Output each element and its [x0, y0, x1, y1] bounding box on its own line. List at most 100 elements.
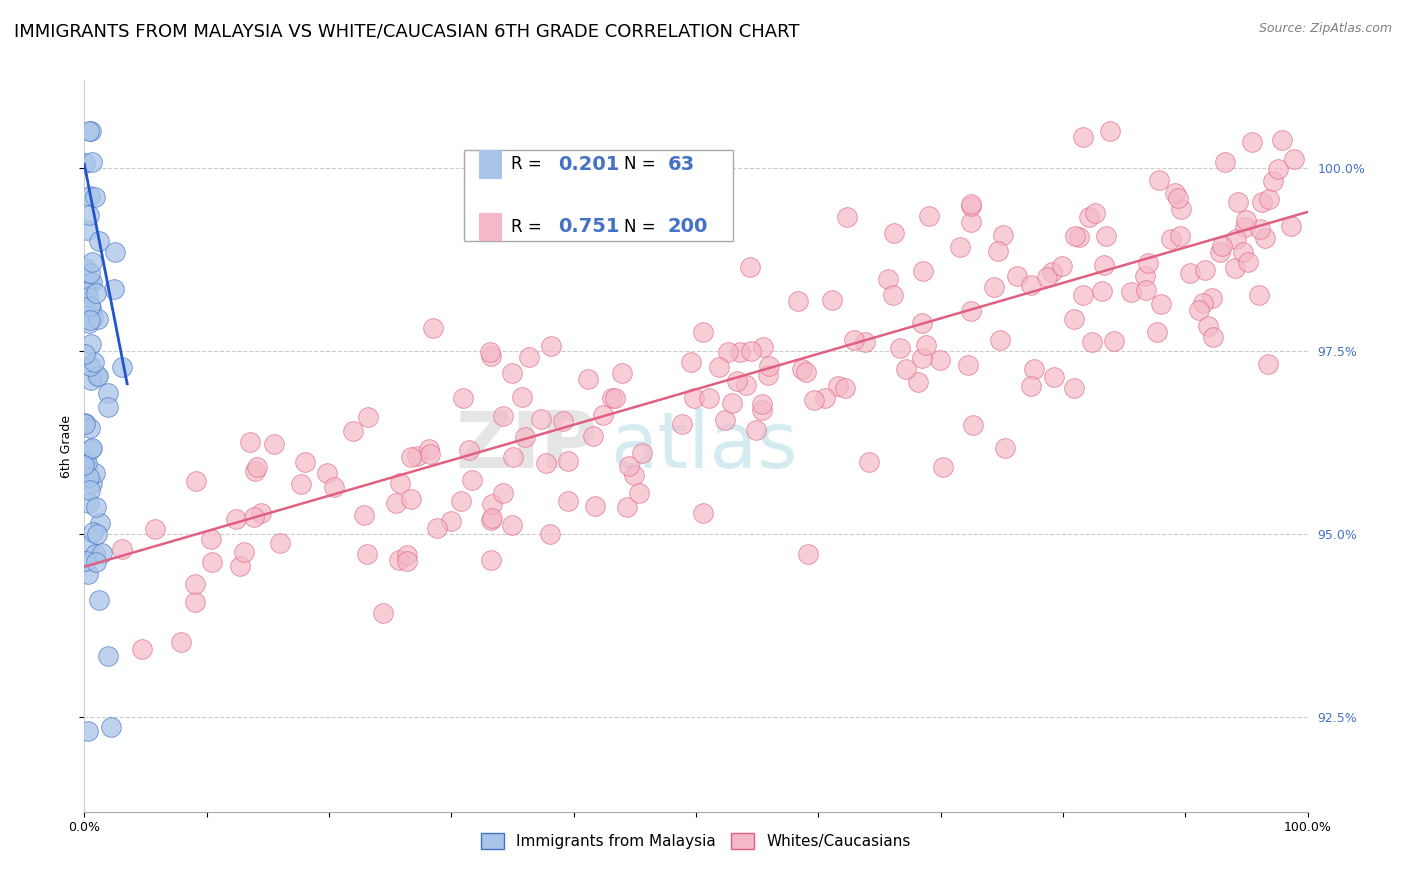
Text: 0.201: 0.201 — [558, 155, 619, 174]
Point — [551, 414, 574, 428]
Point — [610, 366, 633, 380]
Point — [1022, 361, 1045, 376]
Point — [396, 553, 419, 567]
Text: IMMIGRANTS FROM MALAYSIA VS WHITE/CAUCASIAN 6TH GRADE CORRELATION CHART: IMMIGRANTS FROM MALAYSIA VS WHITE/CAUCAS… — [14, 22, 800, 40]
Point — [479, 512, 502, 526]
Point — [315, 466, 337, 480]
Point — [1005, 268, 1028, 283]
Point — [617, 458, 640, 473]
Point — [186, 474, 208, 488]
Point — [82, 524, 104, 539]
Point — [76, 566, 98, 581]
Point — [751, 340, 773, 354]
Point — [576, 372, 599, 386]
Point — [616, 500, 638, 515]
Point — [225, 512, 247, 526]
Point — [582, 429, 605, 443]
Text: 200: 200 — [668, 217, 709, 236]
Point — [419, 447, 441, 461]
Legend: Immigrants from Malaysia, Whites/Caucasians: Immigrants from Malaysia, Whites/Caucasi… — [475, 827, 917, 855]
Point — [87, 369, 110, 384]
Point — [959, 196, 981, 211]
Point — [1170, 202, 1192, 217]
Point — [79, 483, 101, 498]
Point — [79, 189, 101, 203]
Point — [835, 210, 858, 224]
Point — [104, 245, 127, 260]
FancyBboxPatch shape — [464, 150, 733, 241]
Point — [243, 510, 266, 524]
Point — [418, 442, 440, 456]
Point — [1271, 133, 1294, 147]
Point — [401, 491, 423, 506]
Point — [1095, 228, 1118, 243]
Point — [1240, 135, 1263, 149]
Point — [1081, 335, 1104, 350]
Point — [451, 392, 474, 406]
Point — [111, 542, 134, 557]
Point — [1232, 245, 1254, 260]
Y-axis label: 6th Grade: 6th Grade — [59, 415, 73, 477]
Point — [1168, 229, 1191, 244]
Point — [911, 316, 934, 330]
Point — [853, 334, 876, 349]
Point — [73, 347, 96, 361]
Point — [894, 362, 917, 376]
Point — [461, 473, 484, 487]
Point — [1084, 205, 1107, 219]
Point — [1279, 219, 1302, 233]
Point — [1098, 124, 1121, 138]
Point — [557, 453, 579, 467]
Point — [713, 412, 735, 426]
Point — [600, 391, 623, 405]
Point — [239, 434, 262, 449]
Point — [426, 521, 449, 535]
Point — [83, 354, 105, 368]
Point — [988, 333, 1011, 347]
Point — [740, 344, 762, 359]
Point — [200, 532, 222, 546]
Point — [77, 290, 100, 304]
Point — [322, 480, 344, 494]
Point — [1021, 277, 1043, 292]
Point — [787, 293, 810, 308]
Point — [1150, 297, 1173, 311]
Point — [458, 443, 481, 458]
Point — [1050, 259, 1073, 273]
Point — [80, 442, 103, 456]
Point — [957, 358, 980, 372]
Point — [84, 466, 107, 480]
Point — [744, 423, 766, 437]
Point — [422, 320, 444, 334]
Point — [911, 264, 934, 278]
Point — [86, 555, 108, 569]
Point — [1071, 288, 1094, 302]
Point — [75, 260, 97, 275]
Point — [100, 720, 122, 734]
Point — [79, 359, 101, 373]
Point — [1251, 194, 1274, 209]
Point — [75, 417, 97, 432]
Point — [540, 339, 562, 353]
Point — [751, 403, 773, 417]
Point — [679, 355, 702, 369]
Point — [1213, 155, 1236, 169]
Point — [79, 313, 101, 327]
Point — [103, 282, 125, 296]
Point — [692, 325, 714, 339]
Point — [371, 606, 394, 620]
Point — [917, 209, 939, 223]
Point — [86, 312, 108, 326]
Point — [1234, 213, 1257, 227]
Point — [911, 351, 934, 366]
Point — [290, 476, 312, 491]
Point — [1202, 329, 1225, 343]
Point — [1078, 210, 1101, 224]
Point — [80, 124, 103, 138]
Point — [76, 277, 98, 291]
Point — [1267, 162, 1289, 177]
Point — [907, 376, 929, 390]
Point — [1209, 245, 1232, 260]
Point — [1042, 265, 1064, 279]
Point — [87, 234, 110, 248]
